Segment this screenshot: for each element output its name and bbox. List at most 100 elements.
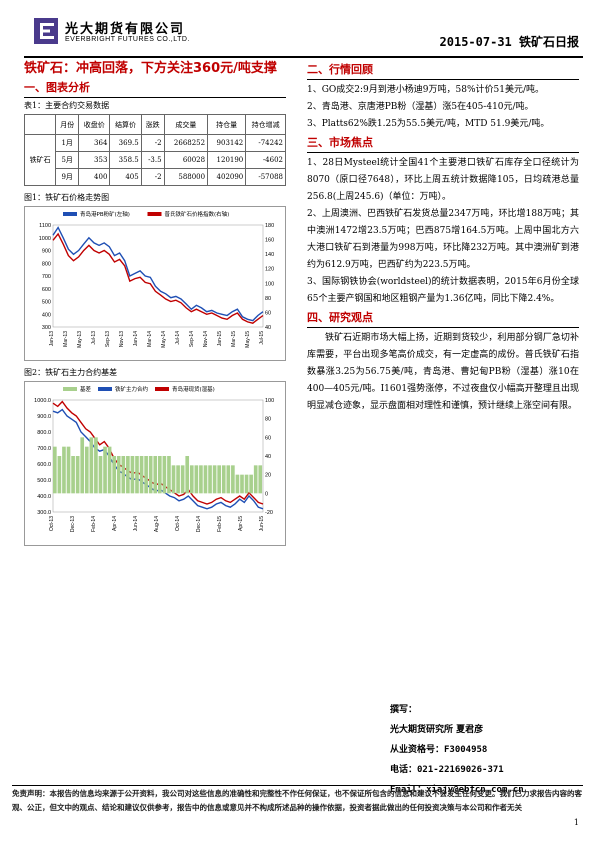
header-divider xyxy=(24,56,583,58)
y-right-tick-label: 20 xyxy=(265,473,271,479)
basis-bar xyxy=(194,465,199,494)
legend-label: 青岛港PB粉矿(左轴) xyxy=(80,210,130,218)
table-cell: 1月 xyxy=(55,134,80,152)
basis-bar xyxy=(53,446,57,494)
basis-bar xyxy=(116,456,121,494)
basis-bar xyxy=(240,474,244,494)
x-tick-label: Mar-15 xyxy=(231,331,237,347)
x-tick-label: Apr-14 xyxy=(112,516,118,531)
basis-bar xyxy=(84,446,89,494)
y-left-tick-label: 900 xyxy=(42,249,51,255)
basis-bar xyxy=(221,465,226,494)
basis-bar xyxy=(180,465,185,494)
y-left-tick-label: 700.0 xyxy=(37,446,51,452)
y-right-tick-label: 0 xyxy=(265,491,268,497)
basis-bar xyxy=(167,456,171,494)
market-review-item: 3、Platts62%跌1.25为55.5美元/吨，MTD 51.9美元/吨。 xyxy=(307,119,550,129)
basis-bar xyxy=(148,456,153,494)
legend-label: 普氏铁矿石价格指数(右轴) xyxy=(165,210,230,218)
author-label: 撰写： xyxy=(390,705,418,715)
basis-chart-svg: 1000.0 900.0 800.0 700.0 600.0 500.0 400.0 300.… xyxy=(34,385,274,532)
basis-bar xyxy=(217,465,221,494)
y-right-tick-label: 60 xyxy=(265,435,271,441)
basis-bar xyxy=(212,465,217,494)
iron-ore-price-chart: 1100 1000 900 800 700 600 500 400 300 180 160 140 12… xyxy=(24,206,286,361)
basis-bar xyxy=(71,456,75,494)
basis-bar xyxy=(107,446,112,494)
y-left-tick-label: 1100 xyxy=(39,223,51,229)
right-column: 二、行情回顾 1、GO成交2:9月到港小杨迪9万吨，58%计价51美元/吨。 2… xyxy=(307,60,579,415)
basis-bar xyxy=(253,465,258,494)
basis-bar xyxy=(176,465,180,494)
basis-bar xyxy=(135,456,139,494)
y-right-tick-label: 40 xyxy=(265,325,271,331)
x-tick-label: Nov-14 xyxy=(203,331,209,347)
x-tick-label: Dec-14 xyxy=(196,516,202,532)
y-right-tick-label: 40 xyxy=(265,454,271,460)
y-left-tick-label: 400 xyxy=(42,312,51,318)
basis-bar xyxy=(103,446,107,494)
y-left-tick-label: 600 xyxy=(42,287,51,293)
section-divider xyxy=(307,79,579,80)
table-header-cell: 结算价 xyxy=(109,114,142,135)
basis-bar xyxy=(203,465,208,494)
x-tick-label: Jul-15 xyxy=(259,331,265,345)
market-review-item: 1、GO成交2:9月到港小杨迪9万吨，58%计价51美元/吨。 xyxy=(307,85,544,95)
table-cell: 9月 xyxy=(55,168,80,186)
y-right-tick-label: 180 xyxy=(265,223,274,229)
table-header-cell: 持仓量 xyxy=(207,114,247,135)
legend-label: 基差 xyxy=(80,385,92,393)
y-right-tick-label: 120 xyxy=(265,267,274,273)
market-focus-item: 1、28日Mysteel统计全国41个主要港口铁矿石库存全口径统计为8070（原… xyxy=(307,158,579,202)
table-cell: 5月 xyxy=(55,151,80,169)
basis-chart: 1000.0 900.0 800.0 700.0 600.0 500.0 400.0 300.… xyxy=(24,381,286,546)
y-left-tick-label: 1000 xyxy=(39,236,51,242)
basis-bar xyxy=(153,456,158,494)
author-block: 撰写： 光大期货研究所 夏君彦 从业资格号：F3004958 电话：021-22… xyxy=(390,700,524,800)
basis-bar xyxy=(98,456,103,494)
table-header-row: 月份 收盘价 结算价 涨跌 成交量 持仓量 持仓增减 xyxy=(23,114,286,135)
x-tick-label: Jan-14 xyxy=(133,331,139,347)
y-right-tick-label: 100 xyxy=(265,398,274,404)
table-cell: 369.5 xyxy=(109,134,142,152)
table-cell: 405 xyxy=(109,168,142,186)
basis-bar xyxy=(185,456,190,494)
x-tick-label: Mar-13 xyxy=(63,331,69,347)
basis-bar xyxy=(130,456,135,494)
basis-bar xyxy=(80,437,85,494)
left-column: 铁矿石：冲高回落，下方关注360元/吨支撑 一、图表分析 表1：主要合约交易数据… xyxy=(23,60,286,546)
product-name-cell: 铁矿石 xyxy=(23,134,57,186)
table-cell: -74242 xyxy=(245,134,286,152)
legend-swatch xyxy=(63,212,77,216)
y-right-tick-label: 140 xyxy=(265,252,274,258)
basis-bar xyxy=(231,465,235,494)
table-cell: 60028 xyxy=(163,151,209,169)
table-row: 铁矿石 1月 364 369.5 -2 2668252 903142 -7424… xyxy=(23,134,286,186)
legend-label: 铁矿主力合约 xyxy=(115,385,149,393)
table-row: 5月 353 358.5 -3.5 60028 120190 -4602 xyxy=(25,151,286,169)
y-right-tick-label: 80 xyxy=(265,296,271,302)
market-focus-item: 3、国际钢铁协会(worldsteel)的统计数据表明，2015年6月份全球65… xyxy=(307,277,579,304)
basis-bar xyxy=(126,456,130,494)
section-chart-analysis-title: 一、图表分析 xyxy=(24,81,90,94)
contract-trading-table: 月份 收盘价 结算价 涨跌 成交量 持仓量 持仓增减 铁矿石 1月 364 36… xyxy=(23,114,286,186)
y-left-tick-label: 700 xyxy=(42,274,51,280)
y-left-tick-label: 600.0 xyxy=(37,462,51,468)
basis-bar xyxy=(75,456,80,494)
basis-bar xyxy=(121,456,126,494)
table-header-cell: 涨跌 xyxy=(140,114,165,135)
company-name-cn: 光大期货有限公司 xyxy=(65,22,186,37)
x-tick-label: Oct-13 xyxy=(49,516,55,531)
legend-swatch xyxy=(155,387,169,391)
section-divider xyxy=(307,152,579,153)
author-email: Email：xiajy@ebfcn.com.cn xyxy=(390,785,524,795)
x-tick-label: Sep-13 xyxy=(105,331,111,347)
report-date-title: 2015-07-31 铁矿石日报 xyxy=(439,35,579,49)
x-tick-label: Jun-15 xyxy=(259,516,265,532)
company-name-en: EVERBRIGHT FUTURES CO.,LTD. xyxy=(65,36,190,43)
basis-bar xyxy=(57,456,62,494)
x-tick-label: Jan-13 xyxy=(49,331,55,347)
basis-bar xyxy=(158,456,162,494)
y-right-tick-label: -20 xyxy=(265,510,273,516)
section-divider xyxy=(307,327,579,328)
